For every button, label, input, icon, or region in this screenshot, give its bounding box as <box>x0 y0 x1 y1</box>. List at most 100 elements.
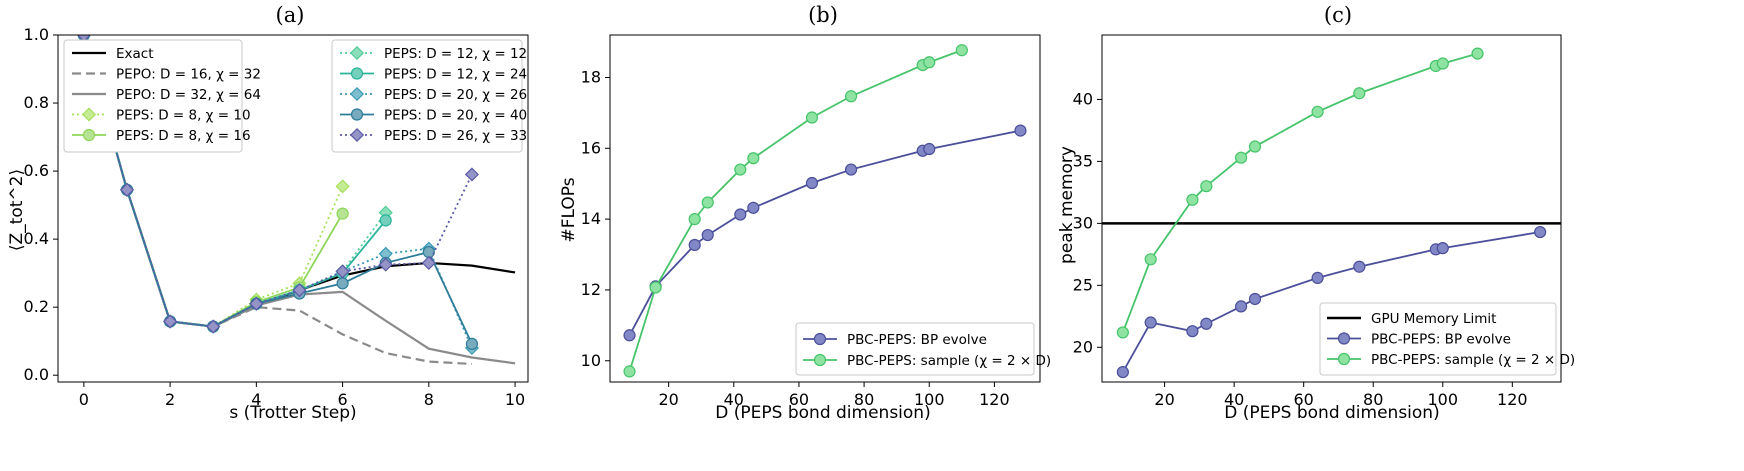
panel-b-xlabel: D (PEPS bond dimension) <box>715 403 930 423</box>
data-point <box>623 365 636 378</box>
y-tick-label: 0.4 <box>24 229 49 248</box>
data-point <box>1248 292 1262 306</box>
legend-entry: Exact <box>72 46 154 62</box>
panel-a-ylabel: ⟨Z_tot^2⟩ <box>7 169 27 251</box>
data-point <box>1186 193 1199 206</box>
legend-entry: PEPS: D = 8, χ = 10 <box>72 107 251 124</box>
legend-label: PEPS: D = 12, χ = 24 <box>384 67 527 83</box>
legend-entry: PEPS: D = 20, χ = 26 <box>340 86 527 103</box>
data-point <box>1534 225 1547 239</box>
x-tick-label: 120 <box>979 390 1010 409</box>
data-point <box>163 314 178 329</box>
legend-label: PEPS: D = 20, χ = 40 <box>384 108 527 124</box>
data-point <box>1353 87 1366 100</box>
legend-entry: PBC-PEPS: BP evolve <box>803 332 987 348</box>
x-tick-label: 2 <box>165 390 175 409</box>
x-tick-label: 10 <box>505 390 525 409</box>
x-tick-label: 120 <box>1497 390 1528 409</box>
data-point <box>378 257 393 272</box>
data-point <box>844 90 858 103</box>
legend-marker <box>350 67 364 80</box>
panel-c-legend: GPU Memory Limit PBC-PEPS: BP evolve PBC-P… <box>1319 302 1575 376</box>
legend-entry: PEPO: D = 32, χ = 64 <box>72 87 261 103</box>
panel-c-xlabel: D (PEPS bond dimension) <box>1224 403 1439 423</box>
y-tick-label: 12 <box>581 280 601 299</box>
legend-box <box>331 39 523 153</box>
x-tick-label: 20 <box>1154 390 1174 409</box>
y-tick-label: 0.8 <box>24 93 49 112</box>
legend-label: PEPS: D = 12, χ = 12 <box>384 46 527 62</box>
data-point <box>1311 105 1324 118</box>
y-tick-label: 1.0 <box>24 25 49 44</box>
data-point <box>119 182 135 197</box>
data-point <box>1353 260 1366 273</box>
panel-b: (b) 20 40 60 80 100 120 10 12 14 16 18 D (PEPS bon… <box>559 3 1051 423</box>
y-tick-label: 20 <box>1073 337 1093 356</box>
data-point <box>464 167 479 182</box>
data-point <box>421 255 436 270</box>
panel-b-frame <box>609 34 1041 383</box>
data-point <box>734 163 747 176</box>
panel-c-title: (c) <box>1324 3 1352 27</box>
x-tick-label: 60 <box>1294 390 1314 409</box>
legend-entry: PEPS: D = 12, χ = 12 <box>340 45 527 62</box>
y-tick-label: 30 <box>1073 213 1093 232</box>
data-point <box>1116 365 1129 379</box>
data-point <box>923 142 936 156</box>
legend-label: PBC-PEPS: sample (χ = 2 × D) <box>1371 352 1575 368</box>
panel-b-plot-area <box>623 44 1027 378</box>
legend-box <box>795 322 1035 376</box>
data-point <box>955 44 968 57</box>
y-tick-label: 10 <box>581 351 601 370</box>
y-tick-label: 0.0 <box>24 365 49 384</box>
legend-entry: PEPS: D = 20, χ = 40 <box>340 108 527 124</box>
legend-marker <box>82 128 96 142</box>
legend-marker <box>349 86 365 102</box>
y-tick-label: 25 <box>1073 275 1093 294</box>
panel-c: (c) 20 40 60 80 100 120 20 25 30 35 40 D (PEPS bon… <box>1057 3 1575 423</box>
data-point <box>844 163 858 176</box>
legend-marker <box>813 353 827 367</box>
data-point <box>688 238 701 252</box>
data-point <box>336 207 349 220</box>
legend-label: PEPO: D = 16, χ = 32 <box>116 67 261 83</box>
data-point <box>336 277 349 290</box>
legend-label: PEPS: D = 26, χ = 33 <box>384 128 527 144</box>
panel-b-ylabel: #FLOPs <box>559 177 579 242</box>
panel-a: (a) 0 2 4 6 8 10 0.0 0.2 0.4 0.6 0.8 1.0 s (Trotter… <box>7 3 529 423</box>
panel-a-xlabel: s (Trotter Step) <box>229 403 356 423</box>
y-tick-label: 18 <box>581 67 601 86</box>
data-point <box>688 213 701 226</box>
x-tick-label: 4 <box>251 390 261 409</box>
y-tick-label: 35 <box>1073 151 1093 170</box>
series-line-8 <box>83 35 473 345</box>
data-point <box>1436 57 1449 70</box>
x-tick-label: 20 <box>658 390 678 409</box>
data-point <box>1116 326 1129 339</box>
data-point <box>623 329 636 342</box>
series-line-0 <box>628 129 1021 336</box>
panel-c-ylabel: peak memory <box>1057 146 1077 264</box>
data-point <box>1144 316 1157 329</box>
data-point <box>701 228 714 242</box>
legend-label: GPU Memory Limit <box>1371 311 1496 327</box>
legend-box <box>63 39 243 153</box>
data-point <box>1234 151 1248 164</box>
data-point <box>923 56 936 69</box>
legend-entry: PBC-PEPS: BP evolve <box>1327 332 1511 348</box>
legend-marker <box>813 332 827 346</box>
data-point <box>1311 271 1324 284</box>
y-tick-label: 0.2 <box>24 297 49 316</box>
legend-entry: PEPS: D = 26, χ = 33 <box>340 127 527 144</box>
legend-marker <box>349 45 365 61</box>
y-tick-label: 0.6 <box>24 161 49 180</box>
legend-marker <box>1337 332 1351 345</box>
panel-a-legend-left: Exact PEPO: D = 16, χ = 32 PEPO: D = 32, χ… <box>63 39 261 153</box>
legend-label: PBC-PEPS: BP evolve <box>1371 332 1511 348</box>
panel-b-title: (b) <box>808 3 838 27</box>
legend-marker <box>81 107 97 122</box>
panel-a-title: (a) <box>276 3 305 27</box>
series-line-1 <box>1122 52 1478 333</box>
legend-entry: PBC-PEPS: sample (χ = 2 × D) <box>803 353 1051 369</box>
